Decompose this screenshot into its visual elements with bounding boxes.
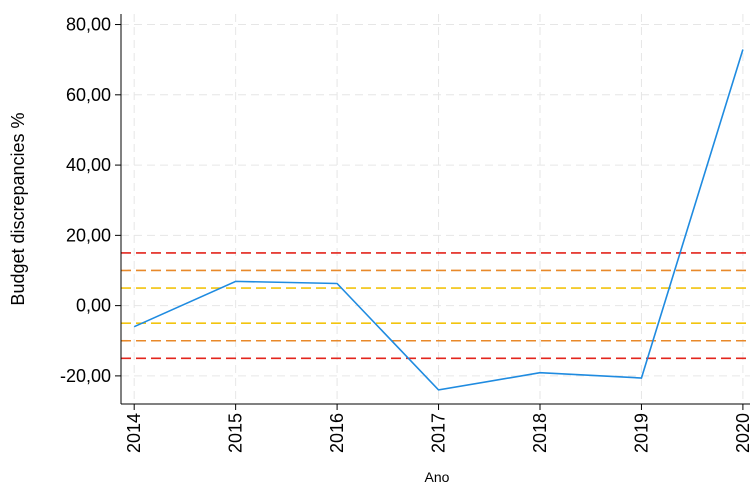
x-tick-label: 2017	[429, 413, 449, 453]
x-tick-label: 2020	[733, 413, 753, 453]
x-axis-title: Ano	[425, 469, 450, 485]
y-tick-label: 0,00	[76, 296, 111, 316]
x-tick-label: 2018	[530, 413, 550, 453]
x-tick-label: 2016	[327, 413, 347, 453]
y-tick-label: -20,00	[60, 366, 111, 386]
y-axis-title: Budget discrepancies %	[8, 112, 28, 305]
y-tick-label: 60,00	[66, 85, 111, 105]
y-tick-label: 40,00	[66, 155, 111, 175]
y-tick-label: 80,00	[66, 15, 111, 35]
x-tick-label: 2014	[124, 413, 144, 453]
y-tick-label: 20,00	[66, 225, 111, 245]
x-tick-label: 2015	[226, 413, 246, 453]
x-tick-label: 2019	[631, 413, 651, 453]
line-series	[133, 49, 744, 391]
